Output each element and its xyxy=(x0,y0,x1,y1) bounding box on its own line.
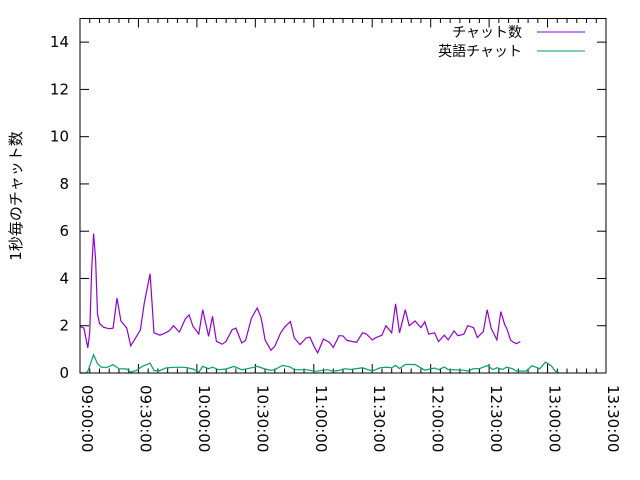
x-tick-label: 09:30:00 xyxy=(136,385,154,452)
y-tick-label: 6 xyxy=(59,222,69,240)
y-tick-label: 4 xyxy=(59,269,69,287)
x-tick-label: 12:00:00 xyxy=(429,385,447,452)
x-tick-label: 12:30:00 xyxy=(487,385,505,452)
y-tick-label: 0 xyxy=(59,364,69,382)
y-tick-label: 14 xyxy=(50,33,69,51)
y-tick-label: 2 xyxy=(59,317,69,335)
y-tick-label: 10 xyxy=(50,128,69,146)
x-tick-label: 10:00:00 xyxy=(195,385,213,452)
series-lines xyxy=(79,233,560,374)
axis-ticks: 0 2 4 6 8 10 12 14 09:00:00 09:30:00 10:00:00 10:30… xyxy=(50,18,622,452)
x-tick-label: 13:00:00 xyxy=(546,385,564,452)
y-tick-label: 12 xyxy=(50,80,69,98)
y-axis-label: 1秒毎のチャット数 xyxy=(7,131,25,260)
plot-border xyxy=(79,18,607,374)
series-line-1 xyxy=(80,353,560,374)
legend-label-0: チャット数 xyxy=(452,25,522,41)
x-tick-label: 11:00:00 xyxy=(312,385,330,452)
legend: チャット数 英語チャット xyxy=(438,25,585,60)
x-tick-label: 11:30:00 xyxy=(370,385,388,452)
y-tick-label: 8 xyxy=(59,175,69,193)
legend-label-1: 英語チャット xyxy=(438,43,522,60)
x-tick-label: 09:00:00 xyxy=(78,385,96,452)
series-line-0 xyxy=(79,233,521,355)
x-tick-label: 13:30:00 xyxy=(604,385,622,452)
x-tick-label: 10:30:00 xyxy=(253,385,271,452)
